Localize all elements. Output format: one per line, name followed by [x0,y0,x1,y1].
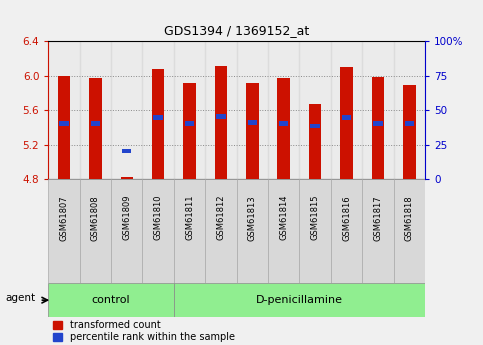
Bar [299,179,331,283]
Bar [246,83,259,179]
Bar [185,121,194,126]
Bar [237,179,268,283]
Text: GSM61813: GSM61813 [248,195,257,240]
Bar [214,66,227,179]
Text: GSM61810: GSM61810 [154,195,163,240]
Bar [331,179,362,283]
Title: GDS1394 / 1369152_at: GDS1394 / 1369152_at [164,24,309,38]
Bar [362,179,394,283]
Bar [122,149,131,153]
Text: agent: agent [6,294,36,303]
Bar [268,41,299,179]
Text: GSM61807: GSM61807 [59,195,69,240]
Bar [372,77,384,179]
Bar [174,179,205,283]
Bar [111,179,142,283]
Bar [174,283,425,317]
Text: GSM61818: GSM61818 [405,195,414,240]
Bar [142,41,174,179]
Bar [331,41,362,179]
Text: GSM61816: GSM61816 [342,195,351,240]
Bar [268,179,299,283]
Text: GSM61817: GSM61817 [373,195,383,240]
Bar [311,124,320,128]
Text: GSM61812: GSM61812 [216,195,226,240]
Bar [299,41,331,179]
Legend: transformed count, percentile rank within the sample: transformed count, percentile rank withi… [53,320,235,342]
Bar [59,121,69,126]
Bar [237,41,268,179]
Bar [279,121,288,126]
Bar [405,121,414,126]
Bar [394,179,425,283]
Text: GSM61811: GSM61811 [185,195,194,240]
Bar [142,179,174,283]
Bar [80,179,111,283]
Bar [341,67,353,179]
Bar [48,283,174,317]
Text: D-penicillamine: D-penicillamine [256,295,343,305]
Bar [309,104,322,179]
Text: GSM61809: GSM61809 [122,195,131,240]
Bar [48,179,80,283]
Bar [205,41,237,179]
Bar [248,120,257,125]
Bar [111,41,142,179]
Text: GSM61814: GSM61814 [279,195,288,240]
Text: GSM61815: GSM61815 [311,195,320,240]
Bar [373,121,383,126]
Bar [342,115,351,120]
Text: control: control [92,295,130,305]
Bar [80,41,111,179]
Bar [362,41,394,179]
Bar [58,76,71,179]
Bar [89,78,102,179]
Text: GSM61808: GSM61808 [91,195,100,240]
Bar [121,177,133,179]
Bar [154,115,163,120]
Bar [394,41,425,179]
Bar [403,85,416,179]
Bar [205,179,237,283]
Bar [48,41,80,179]
Bar [216,114,226,119]
Bar [91,121,100,126]
Bar [184,83,196,179]
Bar [277,78,290,179]
Bar [174,41,205,179]
Bar [152,69,164,179]
